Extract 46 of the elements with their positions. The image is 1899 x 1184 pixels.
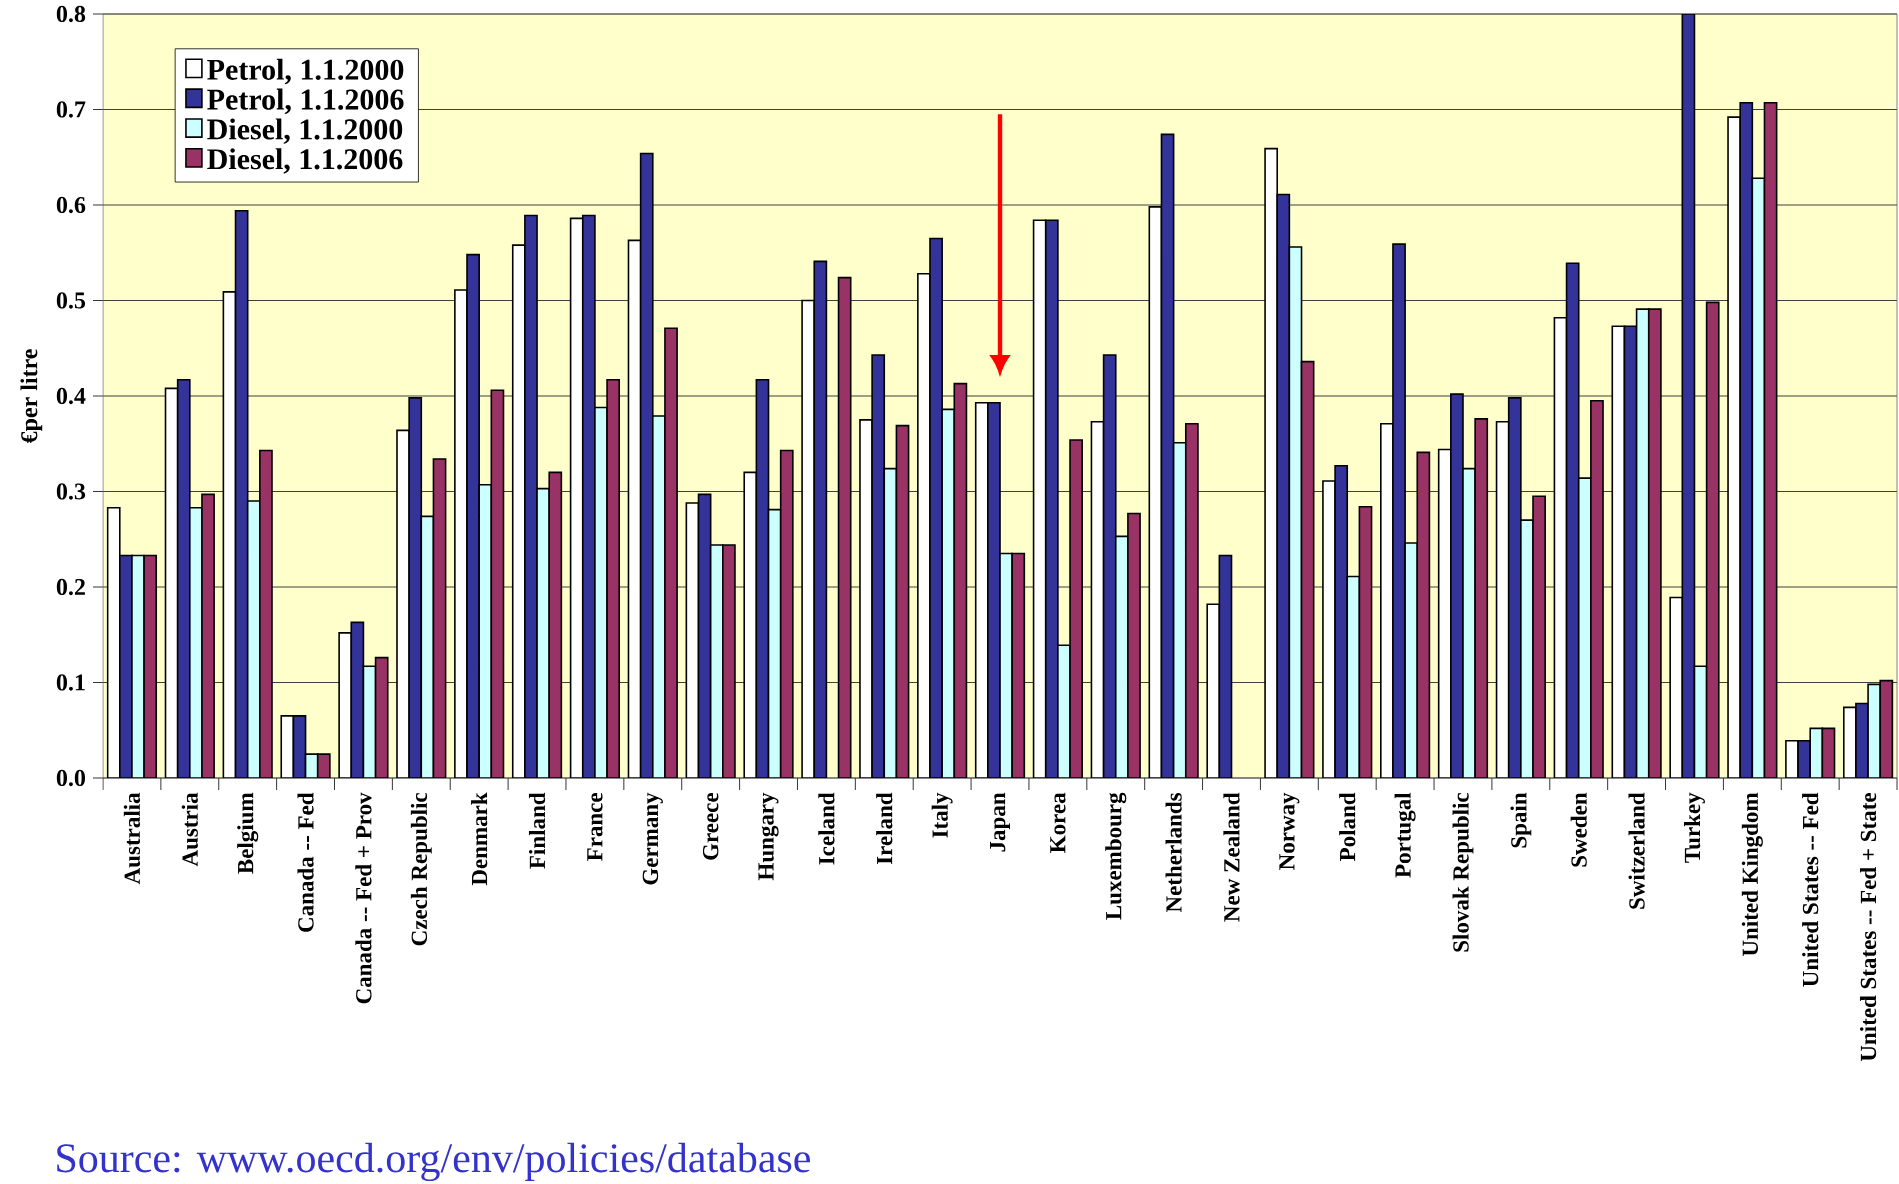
y-tick-label: 0.3 bbox=[56, 483, 86, 500]
x-tick-label: Spain bbox=[1510, 792, 1532, 848]
x-tick-label: Canada -- Fed + Prov bbox=[355, 792, 372, 1004]
y-tick-label: 0.5 bbox=[56, 292, 86, 309]
y-tick-label: 0.4 bbox=[56, 387, 86, 405]
x-tick-label: New Zealand bbox=[1223, 792, 1240, 922]
legend-label: Diesel, 1.1.2006 bbox=[207, 148, 403, 174]
x-tick-label: Portugal bbox=[1394, 792, 1416, 878]
x-tick-label: Iceland bbox=[818, 792, 835, 865]
x-tick-label: Denmark bbox=[471, 792, 488, 886]
x-tick-label: Slovak Republic bbox=[1452, 792, 1474, 952]
x-tick-label: United States -- Fed bbox=[1802, 792, 1819, 987]
x-tick-label: Ireland bbox=[876, 792, 893, 865]
x-tick-label: Luxembourg bbox=[1105, 792, 1127, 920]
x-tick-label: Japan bbox=[990, 792, 1010, 852]
x-tick-label: Germany bbox=[642, 792, 663, 885]
x-tick-label: Italy bbox=[931, 792, 953, 838]
x-tick-label: Australia bbox=[123, 792, 141, 885]
x-tick-label: Austria bbox=[181, 792, 198, 867]
x-tick-label: Turkey bbox=[1684, 792, 1705, 863]
x-tick-label: Switzerland bbox=[1628, 792, 1645, 909]
x-tick-label: Finland bbox=[528, 792, 546, 869]
x-tick-label: Norway bbox=[1279, 792, 1300, 870]
legend-label: Diesel, 1.1.2000 bbox=[207, 118, 403, 144]
x-tick-label: Belgium bbox=[237, 792, 259, 874]
x-tick-label: Hungary bbox=[758, 792, 779, 881]
y-tick-label: 0.8 bbox=[56, 5, 86, 23]
x-tick-label: United States -- Fed + State bbox=[1859, 793, 1877, 1062]
x-tick-label: Czech Republic bbox=[410, 792, 432, 946]
x-tick-label: Sweden bbox=[1570, 792, 1587, 867]
y-tick-label: 0.2 bbox=[56, 578, 85, 596]
y-axis-title: €per litre bbox=[20, 349, 43, 444]
legend-label: Petrol, 1.1.2000 bbox=[207, 58, 404, 85]
y-tick-label: 0.1 bbox=[56, 674, 85, 691]
y-tick-label: 0.7 bbox=[56, 101, 86, 118]
x-tick-label: Poland bbox=[1339, 792, 1356, 862]
source-note: Source: www.oecd.org/env/policies/database bbox=[57, 1142, 810, 1182]
y-tick-label: 0.6 bbox=[56, 196, 86, 214]
x-tick-label: Greece bbox=[702, 792, 719, 860]
y-tick-label: 0.0 bbox=[56, 769, 86, 787]
x-tick-label: France bbox=[587, 793, 603, 861]
x-tick-label: Canada -- Fed bbox=[297, 792, 314, 932]
x-tick-label: Korea bbox=[1050, 792, 1066, 853]
x-tick-label: United Kingdom bbox=[1741, 792, 1763, 957]
legend-label: Petrol, 1.1.2006 bbox=[207, 88, 404, 115]
x-tick-label: Netherlands bbox=[1165, 792, 1182, 913]
